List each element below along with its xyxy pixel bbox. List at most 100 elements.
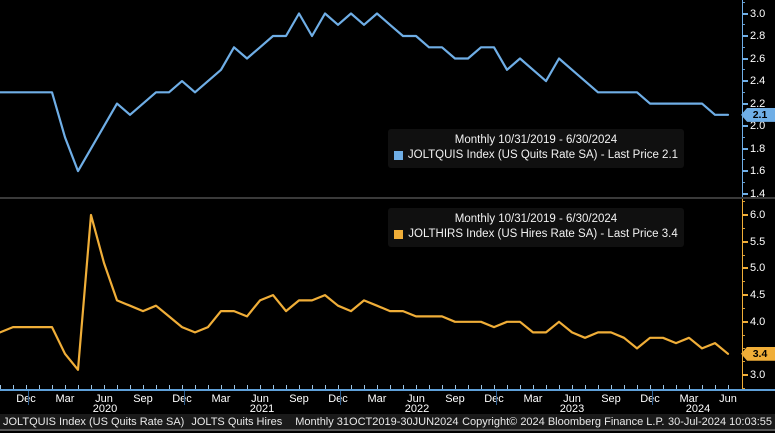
x-month-tick [494, 385, 495, 389]
x-month-tick [533, 385, 534, 389]
y-tick [742, 170, 748, 173]
x-tick-label: Jun [407, 393, 425, 405]
x-month-tick [195, 385, 196, 389]
x-month-tick [78, 385, 79, 389]
x-month-tick [312, 385, 313, 389]
x-month-tick [156, 385, 157, 389]
hires-last-price-badge: 3.4 [741, 346, 775, 361]
x-month-tick [481, 385, 482, 389]
x-month-tick [91, 385, 92, 389]
y-minor-tick [742, 334, 745, 336]
x-month-tick [572, 385, 573, 389]
x-month-tick [26, 385, 27, 389]
x-year-label: 2024 [685, 403, 711, 415]
year-divider [28, 391, 29, 405]
x-tick-label: Dec [328, 393, 348, 405]
y-tick-label: 4.5 [750, 289, 766, 302]
status-period: Monthly 31OCT2019-30JUN2024 [295, 415, 459, 428]
y-tick [742, 80, 748, 83]
x-month-tick [676, 385, 677, 389]
x-month-tick [208, 385, 209, 389]
x-month-tick [221, 385, 222, 389]
x-month-tick [585, 385, 586, 389]
x-month-tick [468, 385, 469, 389]
y-tick-label: 5.0 [750, 262, 766, 275]
year-divider [496, 391, 497, 405]
y-tick [742, 147, 748, 150]
quits-panel [0, 0, 742, 197]
x-month-tick [182, 385, 183, 389]
hires-y-axis: 6.0 5.5 5.0 4.5 4.0 3.0 [742, 199, 775, 389]
y-minor-tick [742, 136, 745, 138]
x-tick-label: Mar [211, 393, 231, 405]
x-month-tick [13, 385, 14, 389]
y-minor-tick [742, 201, 745, 203]
x-year-label: 2021 [249, 403, 275, 415]
x-month-tick [104, 385, 105, 389]
x-month-tick [559, 385, 560, 389]
x-tick-label: Jun [719, 393, 737, 405]
quits-legend-label: JOLTQUIS Index (US Quits Rate SA) - Last… [407, 149, 679, 161]
hires-legend[interactable]: Monthly 10/31/2019 - 6/30/2024 JOLTHIRS … [388, 208, 684, 247]
x-tick-label: Dec [16, 393, 36, 405]
x-tick-label: Mar [367, 393, 387, 405]
y-tick [742, 267, 748, 270]
x-month-tick [689, 385, 690, 389]
y-tick-label: 6.0 [750, 209, 766, 221]
quits-chart-area[interactable] [0, 0, 742, 197]
x-month-tick [325, 385, 326, 389]
y-tick [742, 240, 748, 243]
x-tick-label: Jun [563, 393, 581, 405]
x-tick-label: Dec [172, 393, 192, 405]
x-tick-label: Sep [133, 393, 153, 405]
x-month-tick [637, 385, 638, 389]
x-month-tick [728, 385, 729, 389]
x-month-tick [442, 385, 443, 389]
y-minor-tick [742, 227, 745, 229]
y-minor-tick [742, 69, 745, 71]
y-minor-tick [742, 281, 745, 283]
y-minor-tick [742, 387, 745, 389]
quits-y-axis: 3.0 2.8 2.6 2.4 2.2 2.0 1.8 1.6 1.4 [742, 0, 775, 200]
quits-legend[interactable]: Monthly 10/31/2019 - 6/30/2024 JOLTQUIS … [388, 129, 684, 168]
year-divider [184, 391, 185, 405]
y-tick-label: 3.0 [750, 7, 766, 20]
x-month-tick [169, 385, 170, 389]
x-tick-label: Jun [95, 393, 113, 405]
x-tick-label: Sep [601, 393, 621, 405]
y-tick-label: 5.5 [750, 235, 766, 248]
hires-panel [0, 199, 742, 389]
hires-chart-area[interactable] [0, 199, 742, 389]
quits-last-price-badge: 2.1 [741, 107, 775, 122]
x-month-tick [0, 385, 1, 389]
x-month-tick [403, 385, 404, 389]
y-tick-label: 3.0 [750, 369, 766, 382]
quits-swatch-icon [393, 151, 403, 160]
year-divider [340, 391, 341, 405]
y-tick-label: 2.6 [750, 52, 766, 65]
y-minor-tick [742, 159, 745, 161]
y-minor-tick [742, 361, 745, 363]
x-month-tick [702, 385, 703, 389]
x-month-tick [299, 385, 300, 389]
x-month-tick [286, 385, 287, 389]
x-month-tick [65, 385, 66, 389]
x-month-tick [351, 385, 352, 389]
y-minor-tick [742, 181, 745, 183]
y-minor-tick [742, 46, 745, 48]
x-month-tick [52, 385, 53, 389]
x-month-tick [338, 385, 339, 389]
x-tick-label: Dec [640, 393, 660, 405]
y-tick-label: 4.0 [750, 315, 766, 328]
year-divider [652, 391, 653, 405]
y-minor-tick [742, 307, 745, 309]
status-chart-name: JOLTS Quits Hires [191, 415, 283, 428]
y-tick [742, 125, 748, 128]
x-month-tick [546, 385, 547, 389]
y-minor-tick [742, 254, 745, 256]
x-tick-label: Sep [445, 393, 465, 405]
x-month-tick [377, 385, 378, 389]
y-tick [742, 102, 748, 105]
hires-line [0, 213, 730, 371]
